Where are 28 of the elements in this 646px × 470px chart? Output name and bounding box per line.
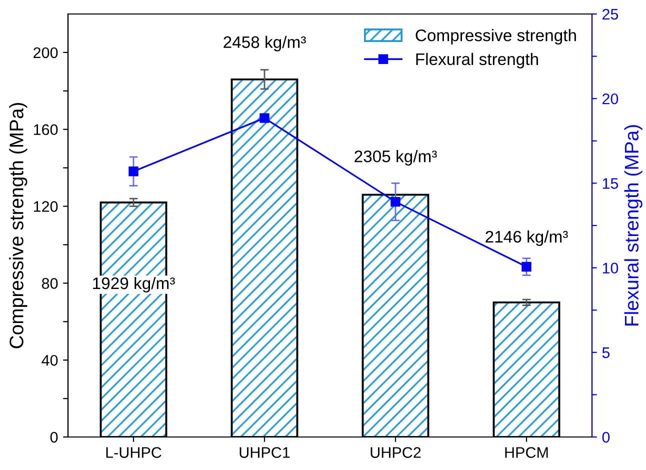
y-tick-label: 40 xyxy=(42,354,58,366)
y2-tick-label: 10 xyxy=(602,262,618,274)
y-tick-label: 120 xyxy=(34,201,58,212)
y2-tick-label: 0 xyxy=(602,432,610,443)
y2-axis-title: Flexural strength (MPa) xyxy=(624,125,642,326)
y2-tick-label: 15 xyxy=(602,178,618,189)
y-tick-label: 80 xyxy=(42,278,58,289)
y2-tick-label: 25 xyxy=(602,8,618,20)
y-tick-label: 0 xyxy=(50,432,58,443)
point xyxy=(128,166,138,176)
point xyxy=(522,262,532,272)
y-tick-label: 200 xyxy=(34,47,58,58)
annotation: 2305 kg/m³ xyxy=(354,150,437,166)
x-tick-label: HPCM xyxy=(505,447,548,458)
legend-label: Compressive strength xyxy=(416,29,576,45)
x-tick-label: UHPC1 xyxy=(240,447,290,458)
annotation: 1929 kg/m³ xyxy=(93,276,175,292)
annotation: 2458 kg/m³ xyxy=(224,36,306,52)
y2-tick-label: 5 xyxy=(602,347,610,358)
x-tick-label: L-UHPC xyxy=(106,447,162,458)
legend-label: Flexural strength xyxy=(416,52,538,68)
y-tick-label: 160 xyxy=(34,124,58,136)
y-axis-title: Compressive strength (MPa) xyxy=(9,102,28,348)
x-tick-label: UHPC2 xyxy=(370,447,421,458)
point xyxy=(260,113,270,123)
annotation: 2146 kg/m³ xyxy=(486,230,568,246)
y2-tick-label: 20 xyxy=(602,93,618,104)
point xyxy=(390,196,400,207)
